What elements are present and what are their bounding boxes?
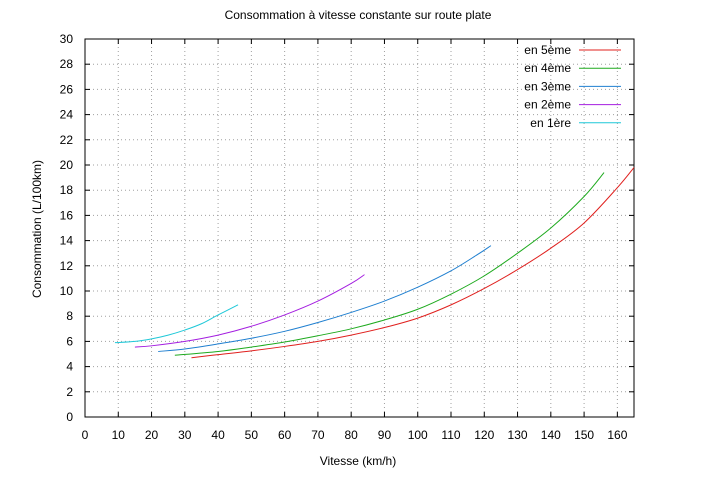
- y-axis-label: Consommation (L/100km): [30, 160, 44, 298]
- series-lines: [114, 167, 635, 359]
- y-tick-label: 6: [66, 334, 73, 348]
- y-tick-label: 30: [60, 32, 74, 46]
- legend-label: en 1ère: [530, 116, 571, 130]
- y-tick-label: 22: [60, 133, 74, 147]
- legend-label: en 3ème: [524, 79, 571, 93]
- x-tick-label: 80: [345, 428, 359, 442]
- series-line: [134, 274, 365, 348]
- x-tick-label: 150: [574, 428, 594, 442]
- x-tick-label: 50: [245, 428, 259, 442]
- chart-title: Consommation à vitesse constante sur rou…: [225, 8, 492, 22]
- x-tick-label: 10: [112, 428, 126, 442]
- series-line: [191, 167, 635, 359]
- y-tick-label: 18: [60, 183, 74, 197]
- x-tick-label: 70: [311, 428, 325, 442]
- y-tick-label: 2: [66, 385, 73, 399]
- x-axis-label: Vitesse (km/h): [320, 454, 396, 468]
- y-tick-label: 14: [60, 234, 74, 248]
- x-tick-label: 90: [378, 428, 392, 442]
- y-tick-label: 16: [60, 208, 74, 222]
- y-tick-label: 0: [66, 410, 73, 424]
- x-tick-label: 40: [211, 428, 225, 442]
- x-tick-label: 140: [541, 428, 561, 442]
- y-tick-label: 28: [60, 57, 74, 71]
- x-tick-label: 60: [278, 428, 292, 442]
- x-tick-label: 0: [82, 428, 89, 442]
- legend: en 5ème en 4ème en 3ème en 2ème en 1ère: [524, 43, 621, 130]
- x-tick-label: 160: [607, 428, 627, 442]
- y-tick-label: 20: [60, 158, 74, 172]
- legend-label: en 4ème: [524, 61, 571, 75]
- x-tick-label: 30: [178, 428, 192, 442]
- legend-label: en 5ème: [524, 43, 571, 57]
- plot-frame: [84, 38, 635, 418]
- y-tick-label: 26: [60, 82, 74, 96]
- x-tick-label: 130: [508, 428, 528, 442]
- legend-label: en 2ème: [524, 98, 571, 112]
- series-line: [174, 172, 605, 356]
- series-line: [114, 304, 239, 344]
- x-tick-label: 100: [408, 428, 428, 442]
- y-tick-label: 24: [60, 108, 74, 122]
- x-tick-label: 110: [441, 428, 460, 442]
- y-tick-label: 10: [60, 284, 74, 298]
- y-tick-label: 4: [66, 360, 73, 374]
- x-tick-label: 20: [145, 428, 159, 442]
- x-tick-label: 120: [474, 428, 494, 442]
- y-tick-label: 8: [66, 309, 73, 323]
- y-tick-label: 12: [60, 259, 74, 273]
- ticks: 0 10 20 30 40 50 60 70 80 90 100 110 120 130 140 150 160…: [60, 32, 634, 442]
- series-line: [158, 245, 492, 352]
